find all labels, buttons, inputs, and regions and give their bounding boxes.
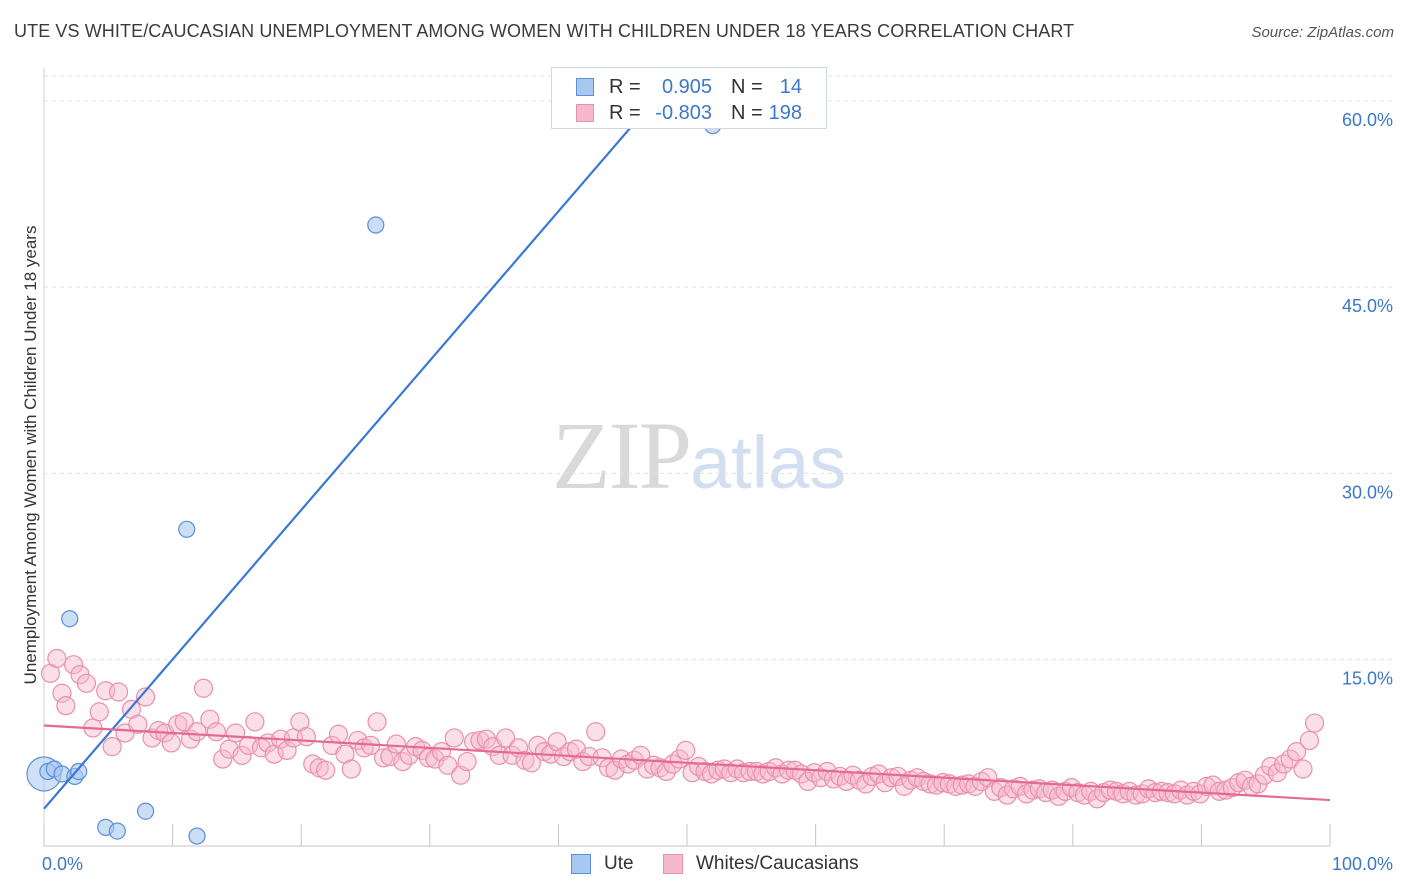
white-point	[1286, 742, 1307, 762]
y-tick-label: 60.0%	[1342, 110, 1393, 130]
white-point	[47, 648, 67, 669]
legend-swatch-ute	[576, 78, 594, 96]
white-point	[1299, 730, 1320, 751]
source-label: Source: ZipAtlas.com	[1251, 24, 1394, 41]
series-white-points	[40, 648, 1325, 809]
legend-n-label: N =	[731, 102, 763, 124]
white-point	[245, 712, 265, 732]
white-point	[56, 696, 76, 716]
white-point	[586, 722, 606, 742]
ute-point	[188, 827, 206, 845]
axes	[43, 68, 1331, 847]
x-tick-label: 0.0%	[42, 854, 83, 874]
legend-r-label: R =	[609, 102, 641, 124]
white-point	[676, 740, 696, 760]
white-point	[444, 728, 464, 748]
white-point	[502, 745, 522, 765]
white-trend-line	[43, 724, 1331, 802]
white-point	[89, 702, 109, 722]
chart-title: UTE VS WHITE/CAUCASIAN UNEMPLOYMENT AMON…	[14, 21, 1075, 41]
white-point	[128, 714, 148, 734]
ute-point	[61, 610, 79, 628]
watermark-atlas: atlas	[690, 421, 847, 504]
y-axis-label: Unemployment Among Women with Children U…	[21, 225, 40, 685]
white-point	[1196, 776, 1217, 796]
y-tick-label: 30.0%	[1342, 482, 1393, 502]
trend-lines	[43, 100, 1331, 810]
ute-trend-line	[43, 100, 655, 810]
white-point	[296, 727, 316, 747]
white-point	[277, 740, 297, 760]
white-point	[161, 733, 181, 753]
legend-row-ute: R = 0.905 N = 14	[552, 73, 826, 101]
white-point	[76, 673, 97, 693]
white-point	[1209, 781, 1230, 801]
white-point	[52, 683, 72, 703]
white-point	[200, 709, 220, 729]
legend-swatch-white	[663, 854, 683, 874]
legend-n-value: 14	[779, 76, 802, 98]
ute-point	[108, 822, 126, 840]
legend-n-label: N =	[731, 76, 763, 98]
watermark: ZIPatlas	[552, 400, 846, 511]
white-point	[1280, 749, 1300, 769]
white-point	[386, 734, 406, 754]
y-tick-label: 15.0%	[1342, 669, 1393, 689]
legend-label-white: Whites/Caucasians	[696, 853, 859, 874]
white-point	[476, 729, 496, 749]
ute-point	[367, 216, 385, 234]
legend-n-value: 198	[768, 102, 802, 124]
ute-point	[178, 520, 196, 538]
white-point	[63, 655, 84, 675]
ute-point	[70, 762, 88, 781]
white-point	[328, 724, 349, 744]
legend-r-label: R =	[609, 76, 641, 98]
white-point	[213, 749, 233, 769]
white-point	[380, 746, 400, 767]
white-point	[1100, 780, 1120, 800]
watermark-zip: ZIP	[552, 402, 692, 509]
white-point	[187, 722, 207, 742]
white-point	[367, 712, 387, 732]
white-point	[341, 759, 361, 779]
white-point	[457, 751, 477, 772]
white-point	[232, 745, 252, 765]
tick-labels: 15.0% 30.0% 45.0% 60.0% 0.0% 100.0%	[42, 110, 1393, 874]
white-point	[1304, 713, 1325, 733]
white-point	[496, 728, 516, 748]
white-point	[438, 755, 458, 775]
white-point	[856, 774, 876, 794]
legend-label-ute: Ute	[604, 853, 634, 874]
white-point	[206, 722, 226, 742]
white-point	[108, 682, 129, 702]
legend-swatch-ute	[571, 854, 591, 874]
x-tick-label: 100.0%	[1332, 854, 1393, 874]
white-point	[142, 728, 162, 748]
white-point	[663, 754, 683, 774]
ute-point	[136, 802, 155, 820]
white-point	[316, 760, 336, 780]
white-point	[135, 687, 156, 707]
legend-r-value: -0.803	[655, 102, 712, 124]
legend-r-value: 0.905	[661, 76, 712, 98]
y-tick-label: 45.0%	[1342, 296, 1393, 316]
correlation-legend: R = 0.905 N = 14 R = -0.803 N = 198	[551, 67, 827, 129]
series-legend: Ute Whites/Caucasians	[0, 852, 1406, 878]
white-point	[102, 737, 122, 757]
white-point	[373, 748, 394, 768]
white-point	[1293, 759, 1313, 779]
legend-swatch-white	[576, 104, 594, 122]
legend-row-white: R = -0.803 N = 198	[552, 99, 826, 127]
white-point	[1274, 754, 1294, 774]
white-point	[174, 712, 194, 732]
white-point	[193, 678, 214, 698]
series-ute-points	[26, 117, 722, 845]
